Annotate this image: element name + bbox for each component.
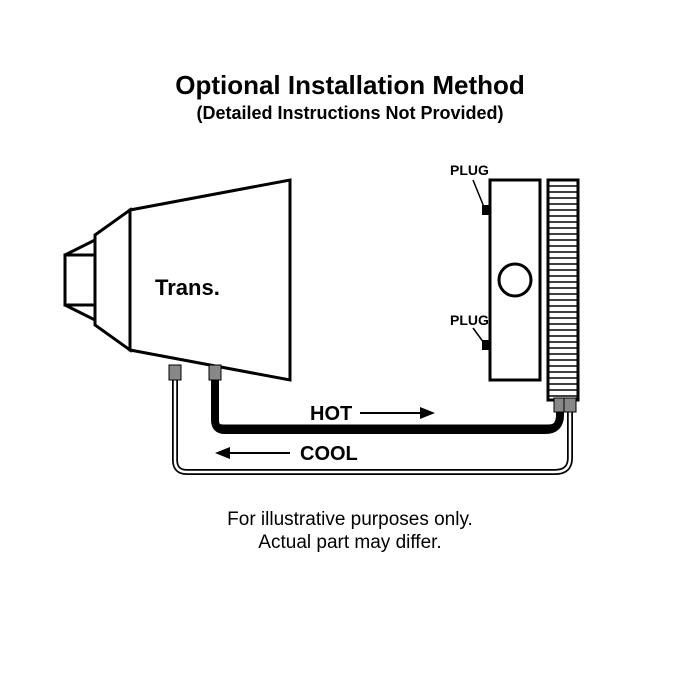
footer-line-1: For illustrative purposes only. bbox=[227, 509, 473, 530]
cool-label: COOL bbox=[300, 443, 358, 465]
footer-line-2: Actual part may differ. bbox=[258, 532, 441, 553]
plug-labels: PLUG PLUG bbox=[450, 162, 489, 343]
trans-label: Trans. bbox=[155, 275, 220, 300]
cool-label-group: COOL bbox=[215, 443, 358, 465]
diagram-title: Optional Installation Method bbox=[0, 70, 700, 101]
hot-label-group: HOT bbox=[310, 403, 435, 425]
heatsink bbox=[548, 180, 578, 400]
junction-box bbox=[482, 180, 540, 380]
hot-label: HOT bbox=[310, 403, 352, 425]
plug-label-1: PLUG bbox=[450, 162, 489, 178]
transmission-unit: Trans. bbox=[65, 180, 290, 380]
diagram-subtitle: (Detailed Instructions Not Provided) bbox=[0, 103, 700, 124]
plug-label-2: PLUG bbox=[450, 312, 489, 328]
